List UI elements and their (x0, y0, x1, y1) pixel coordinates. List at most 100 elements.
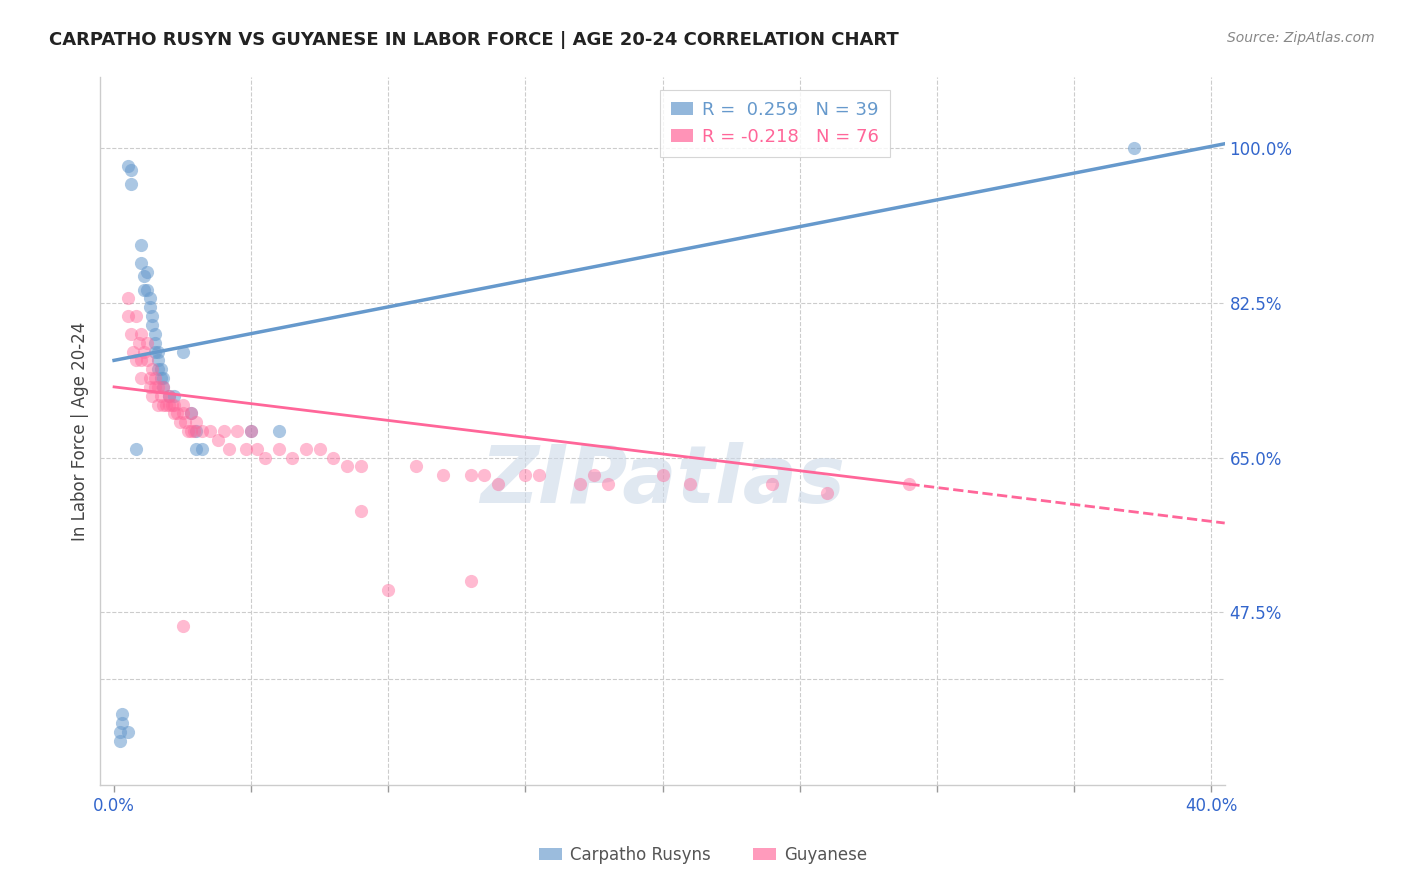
Point (117, 292, 139, 306)
Point (405, 459, 427, 474)
Point (172, 618, 194, 632)
Point (146, 344, 169, 359)
Point (134, 283, 156, 297)
Point (472, 468, 495, 483)
Point (131, 326, 153, 341)
Point (149, 362, 172, 376)
Point (240, 424, 263, 438)
Point (180, 406, 202, 420)
Point (125, 353, 148, 368)
Point (141, 389, 163, 403)
Legend: Carpatho Rusyns, Guyanese: Carpatho Rusyns, Guyanese (531, 839, 875, 871)
Point (240, 424, 263, 438)
Point (134, 269, 156, 284)
Point (134, 344, 156, 359)
Point (336, 459, 359, 474)
Point (172, 398, 194, 412)
Point (143, 326, 166, 341)
Point (350, 504, 373, 518)
Point (138, 380, 160, 394)
Point (226, 424, 249, 438)
Point (152, 398, 174, 412)
Point (155, 398, 177, 412)
Point (295, 442, 318, 456)
Point (160, 398, 183, 412)
Point (898, 477, 921, 491)
Point (152, 380, 174, 394)
Point (460, 468, 482, 483)
Point (131, 353, 153, 368)
Point (120, 163, 142, 178)
Point (163, 398, 186, 412)
Point (322, 450, 344, 465)
Point (569, 477, 592, 491)
Point (281, 450, 304, 465)
Point (163, 389, 186, 403)
Point (131, 238, 153, 252)
Point (169, 415, 191, 429)
Point (172, 344, 194, 359)
Point (131, 256, 153, 270)
Point (377, 583, 399, 598)
Point (651, 468, 673, 483)
Point (186, 424, 208, 438)
Point (141, 309, 163, 323)
Text: CARPATHO RUSYN VS GUYANESE IN LABOR FORCE | AGE 20-24 CORRELATION CHART: CARPATHO RUSYN VS GUYANESE IN LABOR FORC… (49, 31, 898, 49)
Point (117, 309, 139, 323)
Point (149, 371, 172, 385)
Point (157, 389, 180, 403)
Point (172, 406, 194, 420)
Point (143, 371, 166, 385)
Point (136, 265, 159, 279)
Point (146, 380, 169, 394)
Legend: R =  0.259   N = 39, R = -0.218   N = 76: R = 0.259 N = 39, R = -0.218 N = 76 (661, 90, 890, 157)
Point (152, 371, 174, 385)
Point (117, 159, 139, 173)
Point (212, 424, 235, 438)
Point (125, 442, 148, 456)
Point (146, 362, 169, 376)
Text: ZIPatlas: ZIPatlas (479, 442, 845, 520)
Point (120, 326, 142, 341)
Point (136, 283, 159, 297)
Point (138, 301, 160, 315)
Point (815, 486, 838, 500)
Point (174, 415, 197, 429)
Point (198, 424, 221, 438)
Point (108, 724, 131, 739)
Point (177, 424, 200, 438)
Point (138, 371, 160, 385)
Point (108, 733, 131, 747)
Point (186, 415, 208, 429)
Point (253, 450, 276, 465)
Point (166, 406, 188, 420)
Point (308, 442, 330, 456)
Text: Source: ZipAtlas.com: Source: ZipAtlas.com (1227, 31, 1375, 45)
Point (432, 468, 454, 483)
Point (163, 406, 186, 420)
Point (143, 380, 166, 394)
Point (138, 292, 160, 306)
Y-axis label: In Labor Force | Age 20-24: In Labor Force | Age 20-24 (72, 321, 89, 541)
Point (157, 389, 180, 403)
Point (267, 424, 290, 438)
Point (679, 477, 702, 491)
Point (527, 468, 550, 483)
Point (117, 724, 139, 739)
Point (180, 406, 202, 420)
Point (486, 477, 509, 491)
Point (515, 468, 537, 483)
Point (125, 309, 148, 323)
Point (235, 442, 257, 456)
Point (186, 442, 208, 456)
Point (152, 380, 174, 394)
Point (111, 706, 134, 721)
Point (218, 442, 240, 456)
Point (122, 344, 145, 359)
Point (120, 177, 142, 191)
Point (1123, 141, 1146, 155)
Point (136, 353, 159, 368)
Point (141, 362, 163, 376)
Point (183, 424, 205, 438)
Point (143, 335, 166, 350)
